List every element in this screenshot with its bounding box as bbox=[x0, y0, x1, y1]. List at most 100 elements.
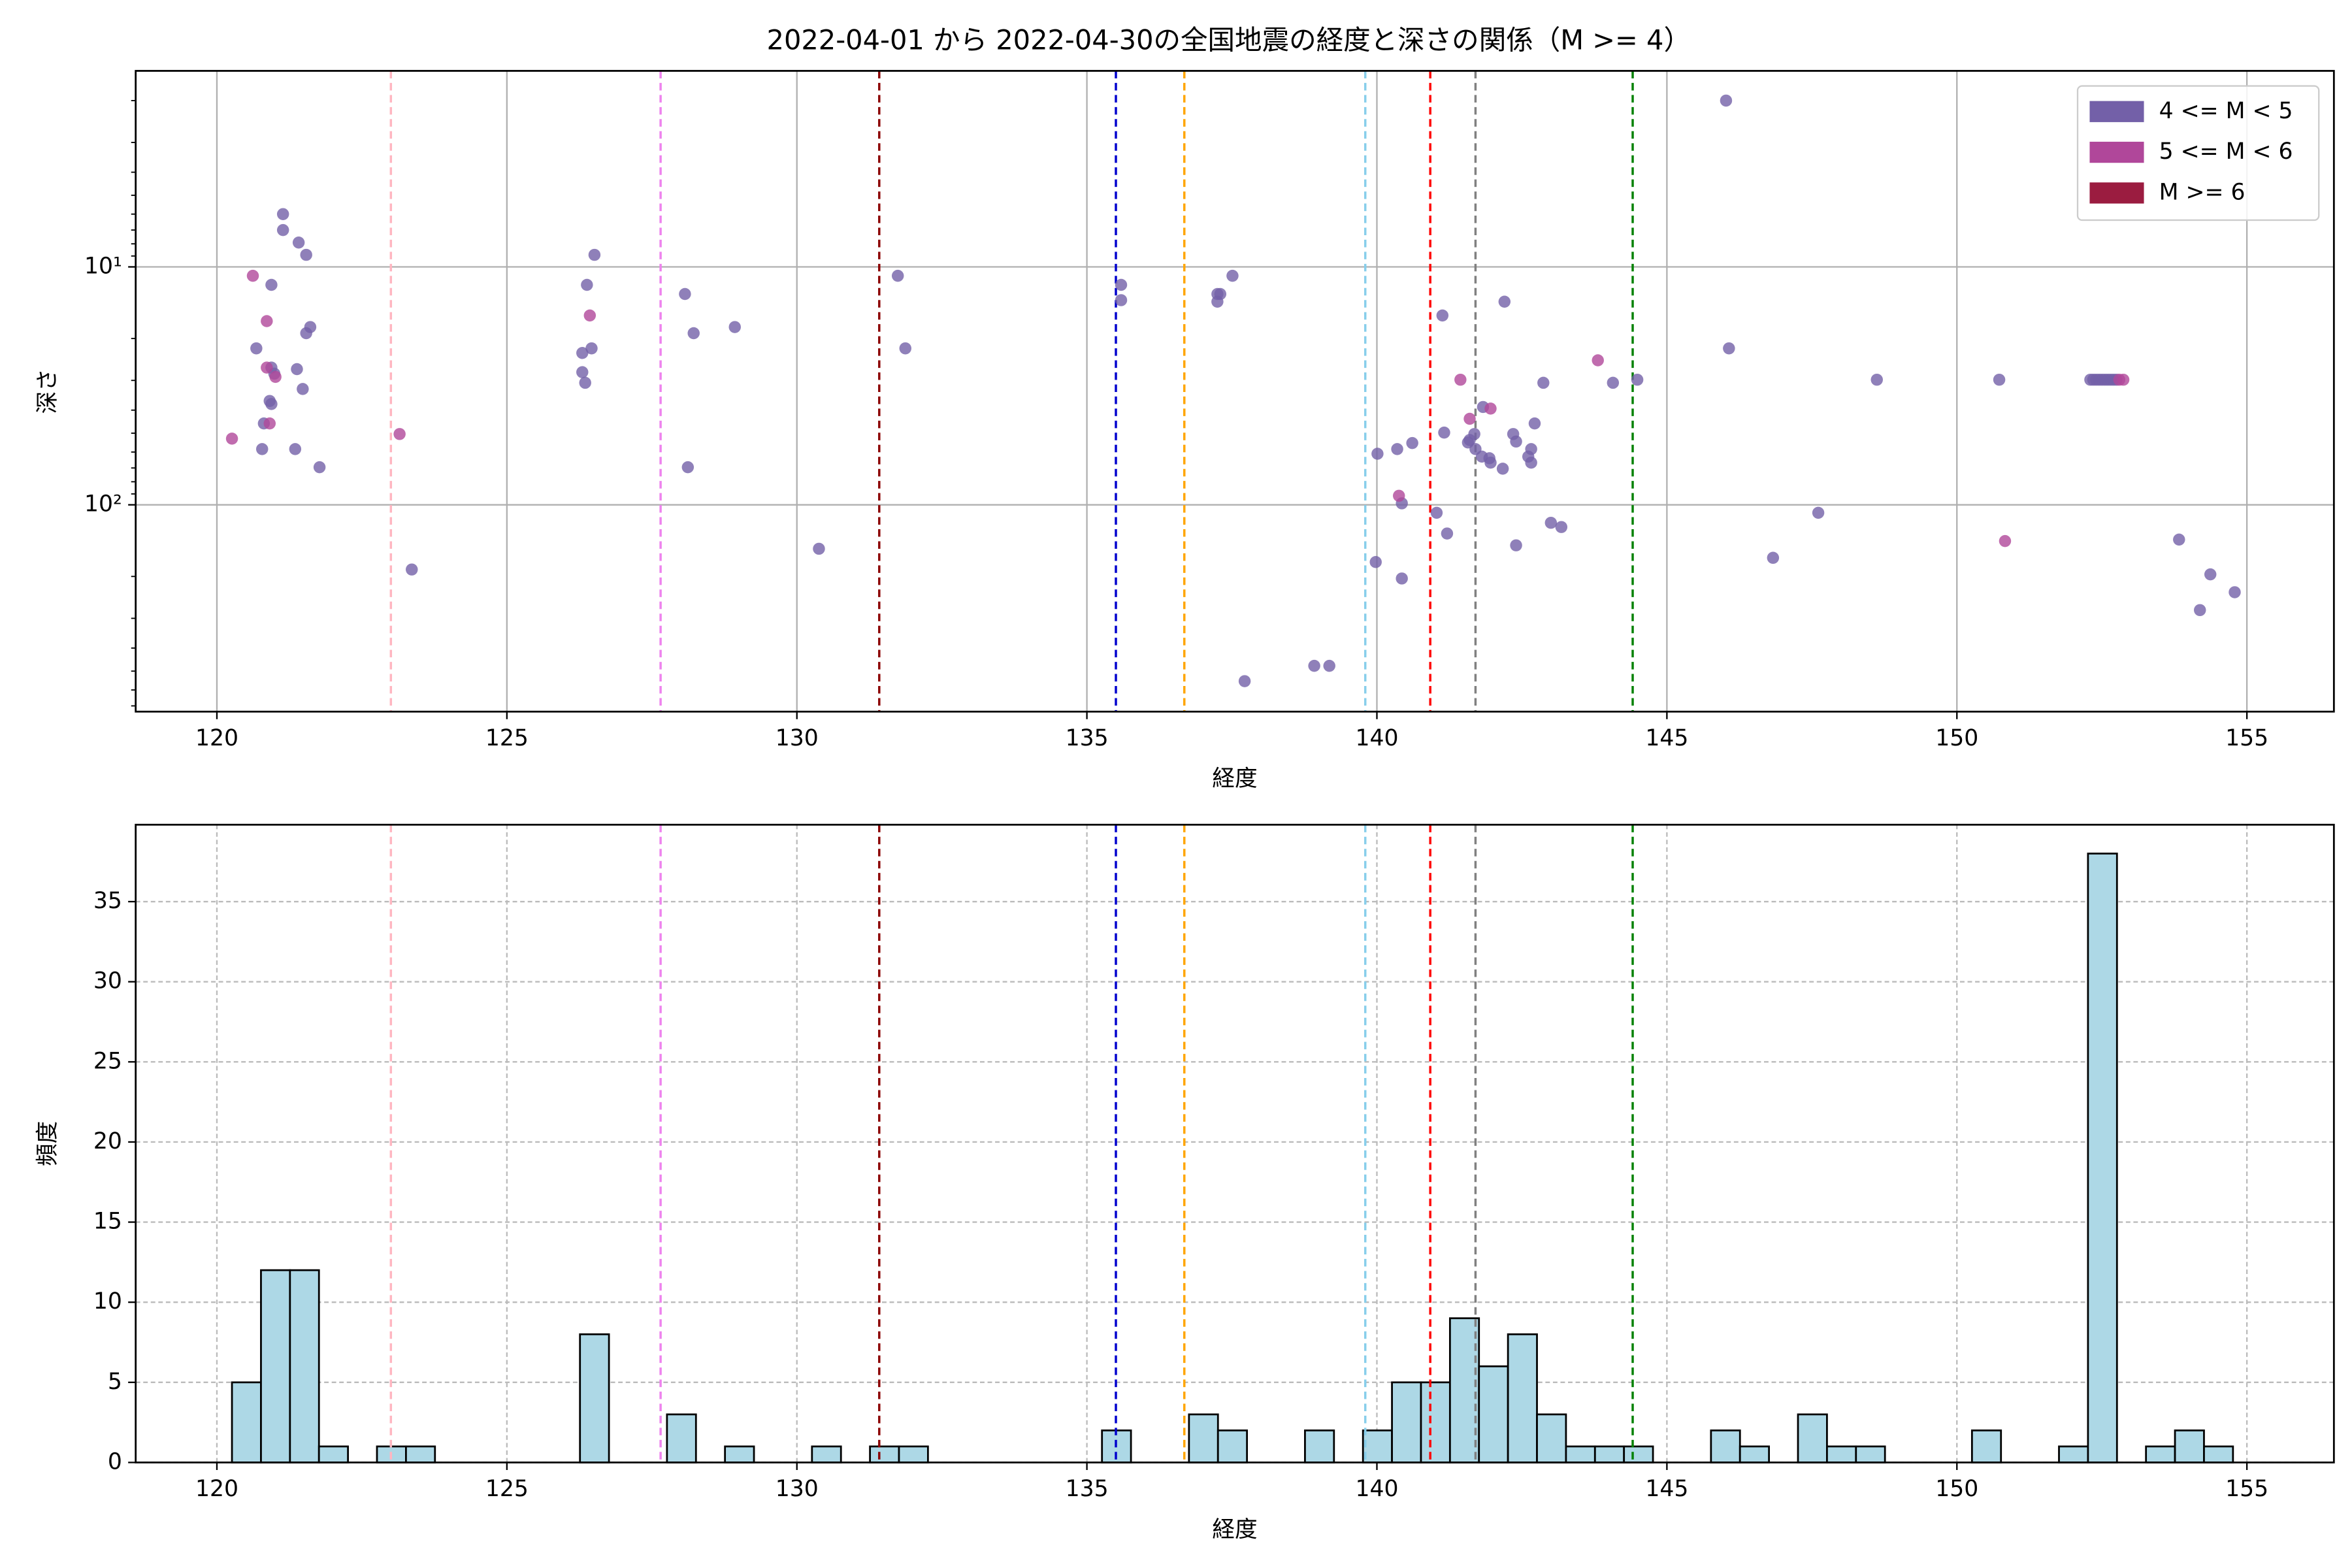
point bbox=[1323, 659, 1335, 672]
point bbox=[276, 208, 289, 220]
x-axis-label: 経度 bbox=[1212, 766, 1257, 792]
point bbox=[250, 342, 263, 355]
bar bbox=[405, 1445, 436, 1463]
point bbox=[1496, 463, 1509, 475]
point bbox=[1371, 448, 1384, 460]
x-tick-label: 140 bbox=[1355, 725, 1398, 751]
point bbox=[2204, 568, 2217, 581]
y-tick-label: 30 bbox=[93, 968, 122, 994]
bar bbox=[2145, 1445, 2176, 1463]
point bbox=[579, 376, 591, 389]
point bbox=[1406, 436, 1418, 449]
bar bbox=[869, 1445, 900, 1463]
bar bbox=[1304, 1429, 1335, 1463]
bar bbox=[260, 1269, 291, 1463]
bar bbox=[724, 1445, 755, 1463]
bar bbox=[2087, 853, 2118, 1463]
point bbox=[255, 443, 269, 455]
point bbox=[1115, 278, 1128, 291]
y-tick-label: 10 bbox=[93, 1288, 122, 1315]
point bbox=[679, 287, 691, 301]
bar bbox=[1797, 1413, 1828, 1463]
point bbox=[1441, 527, 1454, 540]
point bbox=[269, 370, 282, 384]
point bbox=[1812, 506, 1825, 519]
bar bbox=[1362, 1429, 1393, 1463]
y-tick-label: 10² bbox=[84, 491, 122, 517]
point bbox=[1308, 659, 1320, 672]
point bbox=[300, 327, 312, 340]
point bbox=[1870, 373, 1883, 386]
bar bbox=[579, 1333, 610, 1463]
point bbox=[1631, 373, 1644, 386]
x-tick-label: 145 bbox=[1645, 725, 1688, 751]
legend-label: M >= 6 bbox=[2159, 179, 2246, 205]
point bbox=[263, 417, 276, 430]
x-tick-label: 155 bbox=[2225, 725, 2268, 751]
point bbox=[891, 269, 904, 282]
point bbox=[393, 428, 406, 440]
bar bbox=[2174, 1429, 2205, 1463]
point bbox=[1211, 295, 1224, 308]
point bbox=[1528, 417, 1541, 430]
point bbox=[1454, 373, 1467, 386]
point bbox=[1238, 675, 1251, 687]
x-tick-label: 130 bbox=[776, 1476, 819, 1502]
x-tick-label: 135 bbox=[1066, 725, 1109, 751]
point bbox=[687, 327, 700, 340]
y-tick-label: 0 bbox=[108, 1448, 122, 1475]
bar bbox=[811, 1445, 842, 1463]
y-axis-label: 頻度 bbox=[35, 1121, 61, 1166]
bar bbox=[2203, 1445, 2234, 1463]
point bbox=[261, 315, 273, 327]
point bbox=[1592, 354, 1604, 367]
bar bbox=[2058, 1445, 2089, 1463]
point bbox=[292, 236, 305, 249]
bar bbox=[1420, 1381, 1451, 1463]
point bbox=[265, 398, 278, 410]
point bbox=[1438, 426, 1450, 439]
point bbox=[1484, 402, 1497, 415]
bar bbox=[1448, 1317, 1480, 1463]
bar bbox=[318, 1445, 349, 1463]
bar bbox=[1507, 1333, 1538, 1463]
bar bbox=[1217, 1429, 1249, 1463]
point bbox=[297, 383, 309, 395]
x-tick-label: 130 bbox=[776, 725, 819, 751]
legend-swatch bbox=[2089, 101, 2144, 122]
point bbox=[1436, 309, 1449, 322]
point bbox=[2117, 373, 2130, 386]
point bbox=[2173, 533, 2185, 546]
bar bbox=[1739, 1445, 1771, 1463]
y-tick-label: 15 bbox=[93, 1209, 122, 1235]
point bbox=[289, 443, 302, 455]
point bbox=[2229, 586, 2241, 598]
point bbox=[1393, 489, 1405, 502]
y-tick-label: 35 bbox=[93, 888, 122, 914]
point bbox=[1391, 443, 1403, 455]
x-tick-label: 145 bbox=[1645, 1476, 1688, 1502]
point bbox=[1510, 539, 1522, 551]
point bbox=[246, 269, 259, 282]
point bbox=[813, 542, 825, 555]
point bbox=[1607, 376, 1620, 389]
point bbox=[1993, 373, 2006, 386]
bar bbox=[1565, 1445, 1596, 1463]
point bbox=[225, 433, 238, 445]
bar bbox=[231, 1381, 262, 1463]
x-axis-label: 経度 bbox=[1212, 1516, 1257, 1543]
point bbox=[291, 363, 303, 376]
axes-frame bbox=[135, 823, 2335, 1463]
point bbox=[583, 309, 596, 322]
x-tick-label: 125 bbox=[485, 725, 529, 751]
bar bbox=[1391, 1381, 1422, 1463]
bar bbox=[898, 1445, 929, 1463]
chart-title: 2022-04-01 から 2022-04-30の全国地震の経度と深さの関係（M… bbox=[767, 24, 1691, 56]
bar bbox=[1593, 1445, 1625, 1463]
point bbox=[1484, 456, 1497, 469]
axes-frame bbox=[135, 70, 2335, 713]
bar bbox=[1710, 1429, 1741, 1463]
point bbox=[1544, 516, 1558, 529]
point bbox=[1115, 294, 1128, 306]
